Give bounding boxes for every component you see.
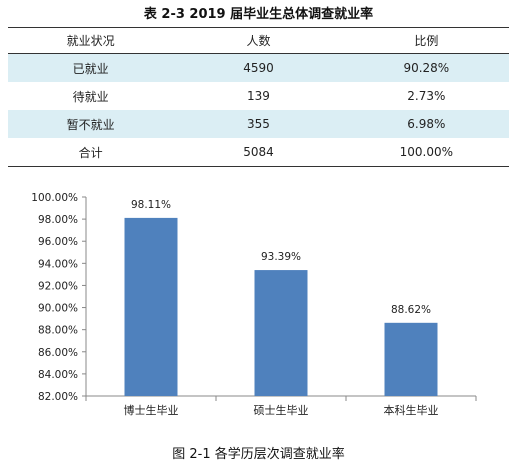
y-tick-label: 96.00% xyxy=(38,236,78,248)
bar-2 xyxy=(254,270,308,396)
x-tick-label: 硕士生毕业 xyxy=(254,403,309,417)
cell-ratio: 90.28% xyxy=(343,53,509,82)
figure-caption: 图 2-1 各学历层次调查就业率 xyxy=(172,447,345,462)
cell-status: 已就业 xyxy=(8,53,174,82)
table-row-total: 合计 5084 100.00% xyxy=(8,138,509,167)
employment-status-table: 就业状况 人数 比例 已就业 4590 90.28% 待就业 139 2.73%… xyxy=(8,27,509,167)
cell-status: 待就业 xyxy=(72,89,109,104)
y-tick-label: 90.00% xyxy=(38,303,78,315)
cell-ratio: 6.98% xyxy=(343,110,509,138)
cell-ratio: 100.00% xyxy=(343,138,509,167)
employment-rate-bar-chart: 82.00% 84.00% 86.00% 88.00% 90.00% 92.00% 94.0… xyxy=(31,192,477,417)
table-title: 表 2-3 2019 届毕业生总体调查就业率 xyxy=(143,7,374,22)
y-tick-label: 92.00% xyxy=(38,280,78,292)
y-tick-label: 82.00% xyxy=(38,391,78,403)
table-row: 已就业 4590 90.28% xyxy=(8,53,509,82)
bar-1 xyxy=(124,217,178,396)
y-tick-label: 86.00% xyxy=(38,347,78,359)
bar-data-label: 93.39% xyxy=(261,251,301,263)
x-tick-label: 本科生毕业 xyxy=(384,403,439,417)
table-row: 暂不就业 355 6.98% xyxy=(8,110,509,138)
x-tick-label: 博士生毕业 xyxy=(124,403,179,417)
cell-count: 139 xyxy=(247,89,270,103)
table-header-row: 就业状况 人数 比例 xyxy=(8,27,509,54)
header-status: 就业状况 xyxy=(8,27,174,54)
y-tick-label: 100.00% xyxy=(31,192,78,204)
bar-data-label: 88.62% xyxy=(391,304,431,316)
y-tick-label: 88.00% xyxy=(38,325,78,337)
bar-3 xyxy=(384,322,438,396)
header-ratio: 比例 xyxy=(343,27,509,54)
cell-status: 暂不就业 xyxy=(8,110,174,138)
cell-count: 4590 xyxy=(173,53,344,82)
y-tick-label: 84.00% xyxy=(38,369,78,381)
table-row: 待就业 139 2.73% xyxy=(8,82,509,110)
cell-status: 合计 xyxy=(8,138,174,167)
cell-ratio: 2.73% xyxy=(407,89,446,103)
bar-data-label: 98.11% xyxy=(131,199,171,211)
cell-count: 5084 xyxy=(173,138,344,167)
cell-count: 355 xyxy=(173,110,344,138)
y-tick-label: 98.00% xyxy=(38,214,78,226)
y-tick-label: 94.00% xyxy=(38,258,78,270)
header-count: 人数 xyxy=(173,27,344,54)
